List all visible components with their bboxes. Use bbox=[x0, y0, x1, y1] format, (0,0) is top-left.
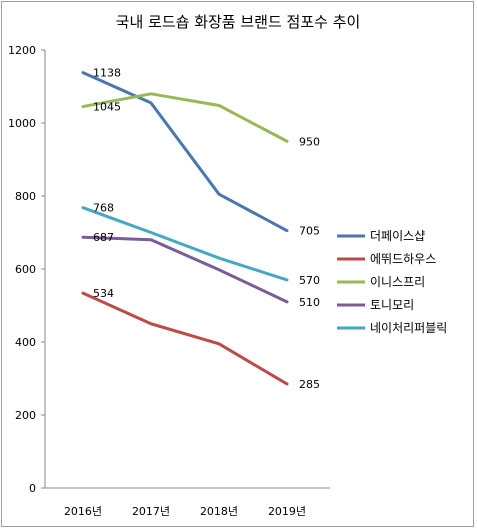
y-tick-label: 400 bbox=[15, 336, 36, 349]
y-tick-label: 1000 bbox=[8, 117, 36, 130]
legend-label-3: 토니모리 bbox=[370, 298, 414, 312]
x-tick-label: 2019년 bbox=[268, 505, 306, 518]
x-tick-label: 2016년 bbox=[64, 505, 102, 518]
legend-label-1: 에뛰드하우스 bbox=[370, 252, 436, 266]
series-line-3 bbox=[81, 235, 289, 304]
legend-label-4: 네이처리퍼블릭 bbox=[370, 321, 447, 335]
series-line-2 bbox=[81, 92, 289, 143]
x-tick-label: 2018년 bbox=[200, 505, 238, 518]
y-tick-label: 800 bbox=[15, 190, 36, 203]
x-tick-label: 2017년 bbox=[132, 505, 170, 518]
legend-label-2: 이니스프리 bbox=[370, 275, 425, 289]
y-tick-label: 1200 bbox=[8, 44, 36, 57]
y-tick-label: 0 bbox=[29, 482, 36, 495]
legend-label-0: 더페이스샵 bbox=[370, 229, 425, 243]
data-label: 1138 bbox=[93, 67, 121, 80]
series-line-4 bbox=[81, 206, 289, 282]
data-label: 705 bbox=[299, 225, 320, 238]
series-line-0 bbox=[81, 71, 289, 233]
data-label: 510 bbox=[299, 296, 320, 309]
data-label: 534 bbox=[93, 287, 114, 300]
data-label: 768 bbox=[93, 202, 114, 215]
data-label: 285 bbox=[299, 378, 320, 391]
data-label: 570 bbox=[299, 274, 320, 287]
data-label: 1045 bbox=[93, 101, 121, 114]
chart-title: 국내 로드숍 화장품 브랜드 점포수 추이 bbox=[116, 13, 361, 31]
y-tick-label: 600 bbox=[15, 263, 36, 276]
series-line-1 bbox=[81, 291, 289, 386]
data-label: 950 bbox=[299, 135, 320, 148]
y-tick-label: 200 bbox=[15, 409, 36, 422]
data-label: 687 bbox=[93, 231, 114, 244]
